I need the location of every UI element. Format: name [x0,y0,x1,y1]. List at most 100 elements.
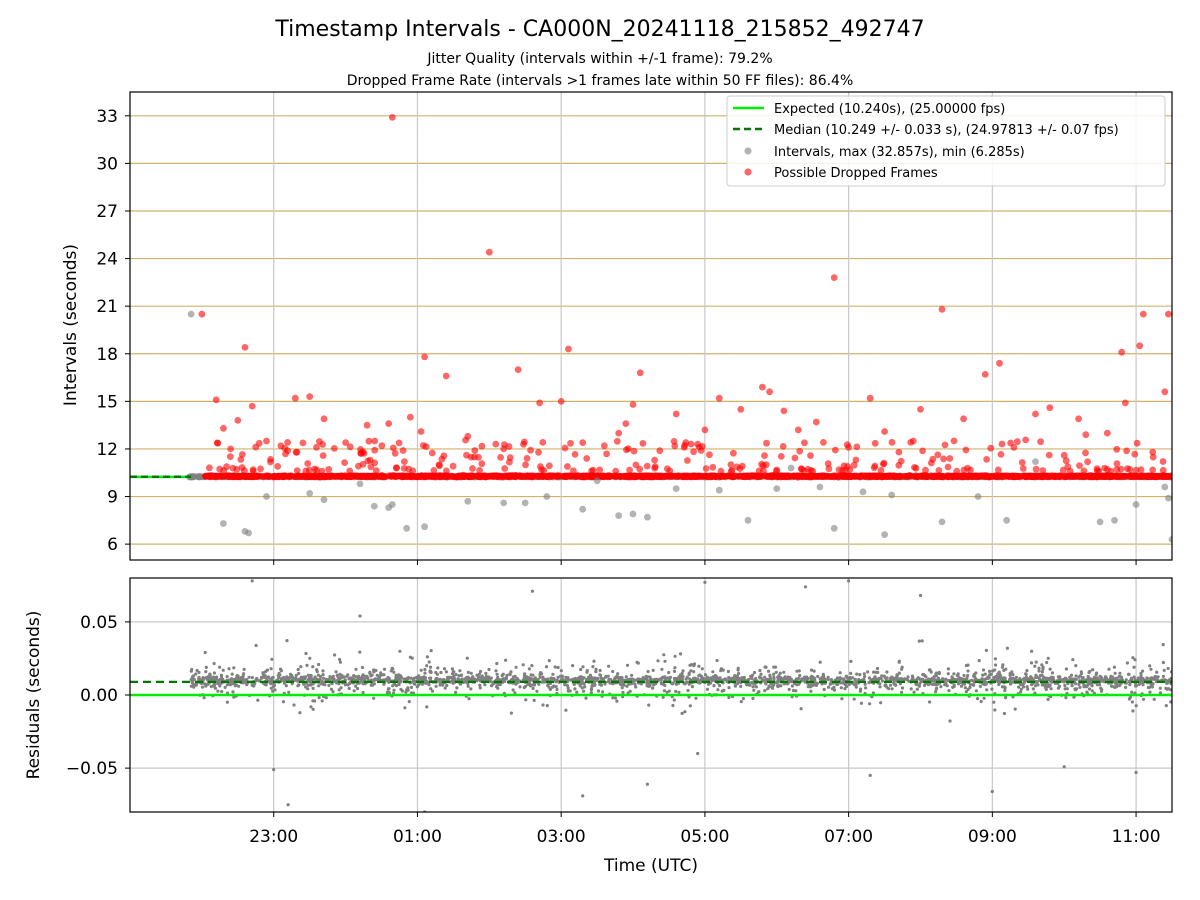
residual-point [1033,664,1037,668]
residual-point [442,667,447,671]
residual-point [466,670,470,675]
dropped-frame-point [623,446,630,454]
residual-point [909,687,913,691]
dropped-frame-point [626,466,633,474]
dropped-frame-point [469,465,476,472]
residual-point [372,682,376,686]
residual-point [977,659,981,663]
dropped-frame-point [1149,466,1157,474]
bottom-marks [130,579,1172,812]
dropped-frame-point [960,466,968,474]
residual-point [296,667,300,672]
residual-point [1167,687,1171,691]
residual-point [917,639,921,643]
residual-point [1008,682,1013,686]
residual-point [982,679,986,683]
residual-point [331,690,335,694]
top-y-tick-label: 9 [107,488,118,508]
residual-point [270,657,274,661]
residual-point [392,670,396,674]
dropped-frame-point [893,473,901,480]
dropped-frame-point [863,472,871,480]
residual-point [209,684,213,689]
residual-point [937,670,941,675]
residual-point [311,686,315,691]
residual-point [1048,667,1052,671]
residual-point [257,679,261,683]
residual-point [212,661,216,666]
dropped-frame-point [881,428,888,435]
residual-point [582,682,586,686]
residual-point [460,677,464,682]
dropped-frame-point [997,451,1005,458]
residual-point [352,674,356,678]
dropped-frame-point [433,472,441,480]
interval-point [1161,483,1169,491]
residual-point [1069,673,1074,677]
dropped-frame-point [850,461,858,469]
dropped-frame-point [330,445,338,452]
residual-point [1087,670,1091,675]
dropped-frame-point [341,459,348,466]
residual-point [559,669,563,673]
residual-point [993,663,998,667]
dropped-frame-point [1107,467,1115,475]
residual-point [946,672,950,676]
residual-point [216,689,220,693]
residual-point [496,686,500,690]
dropped-frame-point [1080,467,1088,475]
dropped-frame-point [727,473,735,480]
dropped-frame-point [960,415,967,423]
dropped-frame-point [825,473,832,480]
residual-point [524,677,528,681]
residual-point [1029,675,1033,679]
dropped-frame-point [672,410,680,418]
dropped-frame-point [917,405,924,413]
residual-point [343,683,347,687]
residual-point [692,670,696,674]
interval-point [191,473,198,480]
interval-point [1168,536,1172,543]
residual-point [689,669,693,673]
residual-point [1045,685,1049,689]
residual-point [354,684,358,688]
residual-point [372,670,376,674]
dropped-frame-point [497,454,504,461]
residual-point [1022,685,1026,689]
residual-point [754,676,758,681]
residual-point [466,684,470,688]
residual-point [1034,660,1038,664]
residual-point [208,678,212,682]
residual-point [521,663,525,667]
residual-point [987,669,992,674]
dropped-frame-point [293,467,301,474]
residual-point [454,690,458,695]
residual-point [318,674,323,679]
residual-point [964,663,969,668]
residual-point [458,669,462,673]
residual-point [878,682,882,686]
residual-point [227,667,231,671]
residual-point [317,696,321,700]
residual-point [370,673,374,677]
residual-point [711,670,715,674]
residual-point [934,671,939,675]
residual-point [978,684,983,689]
residual-point [1072,695,1076,699]
residual-point [790,684,795,688]
interval-point [644,513,651,521]
residual-point [840,697,844,701]
residual-point [1161,643,1165,647]
residual-point [1037,666,1041,670]
residual-point [982,696,986,700]
dropped-frame-point [669,473,676,480]
top-y-tick-label: 18 [96,345,118,365]
residual-point [761,678,765,682]
residual-point [592,659,596,663]
interval-point [320,496,328,504]
dropped-frame-point [258,472,266,480]
residual-point [598,682,602,686]
residual-point [407,700,411,704]
residual-point [200,685,205,689]
